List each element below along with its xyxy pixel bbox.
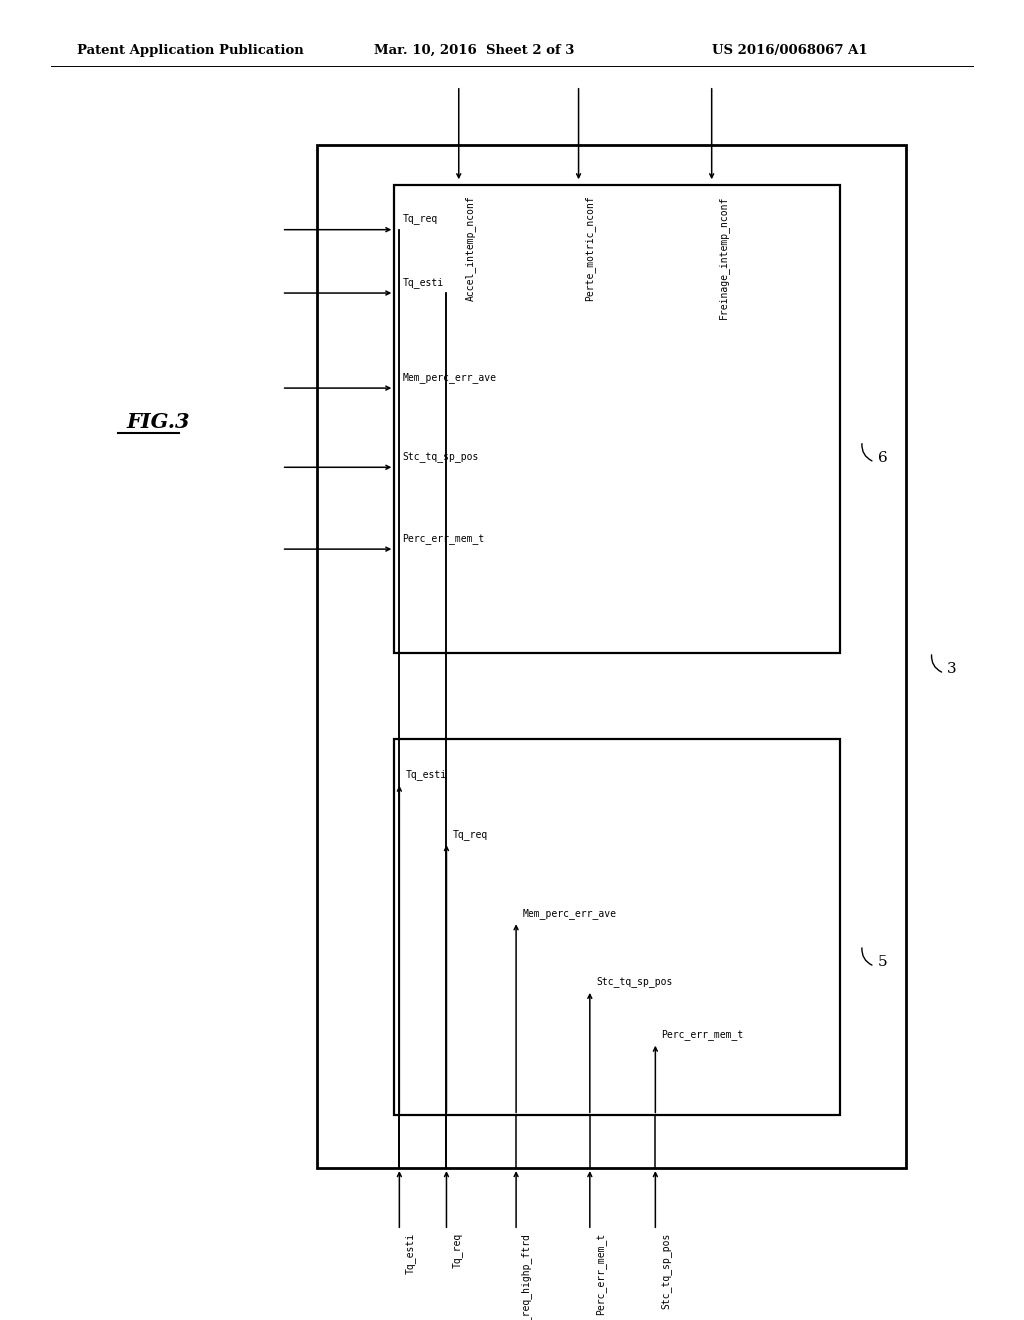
Text: 3: 3: [947, 663, 956, 676]
Text: 5: 5: [878, 956, 887, 969]
Text: Tq_esti: Tq_esti: [404, 1233, 416, 1274]
Text: Stc_tq_sp_pos: Stc_tq_sp_pos: [596, 977, 673, 987]
Text: FIG.3: FIG.3: [127, 412, 190, 433]
Text: Stc_tq_sp_pos: Stc_tq_sp_pos: [402, 451, 479, 462]
Text: Mem_perc_err_ave: Mem_perc_err_ave: [522, 908, 616, 919]
Text: Stc_tq_sp_pos: Stc_tq_sp_pos: [660, 1233, 672, 1309]
Text: Perc_err_mem_t: Perc_err_mem_t: [402, 533, 484, 544]
Text: Freinage_intemp_nconf: Freinage_intemp_nconf: [718, 195, 729, 318]
Text: US 2016/0068067 A1: US 2016/0068067 A1: [712, 44, 867, 57]
Bar: [394, 185, 840, 653]
Text: Tq_req: Tq_req: [452, 1233, 463, 1269]
Text: Patent Application Publication: Patent Application Publication: [77, 44, 303, 57]
Text: 6: 6: [878, 451, 888, 465]
Text: Tq_req: Tq_req: [453, 829, 487, 840]
Text: Perc_err_mem_t: Perc_err_mem_t: [595, 1233, 606, 1315]
Text: Perte_motric_nconf: Perte_motric_nconf: [585, 195, 596, 301]
Text: Tq_esti: Tq_esti: [402, 277, 443, 288]
Text: Perc_err_mem_t: Perc_err_mem_t: [662, 1030, 743, 1040]
Bar: [317, 145, 906, 1168]
Bar: [394, 739, 840, 1115]
Text: Accel_intemp_nconf: Accel_intemp_nconf: [465, 195, 476, 301]
Text: Tq_esti: Tq_esti: [406, 770, 446, 780]
Text: Mem_perc_err_ave: Mem_perc_err_ave: [402, 372, 497, 383]
Text: Mar. 10, 2016  Sheet 2 of 3: Mar. 10, 2016 Sheet 2 of 3: [374, 44, 574, 57]
Text: Tq_req_highp_ftrd: Tq_req_highp_ftrd: [521, 1233, 532, 1320]
Text: Tq_req: Tq_req: [402, 214, 437, 224]
